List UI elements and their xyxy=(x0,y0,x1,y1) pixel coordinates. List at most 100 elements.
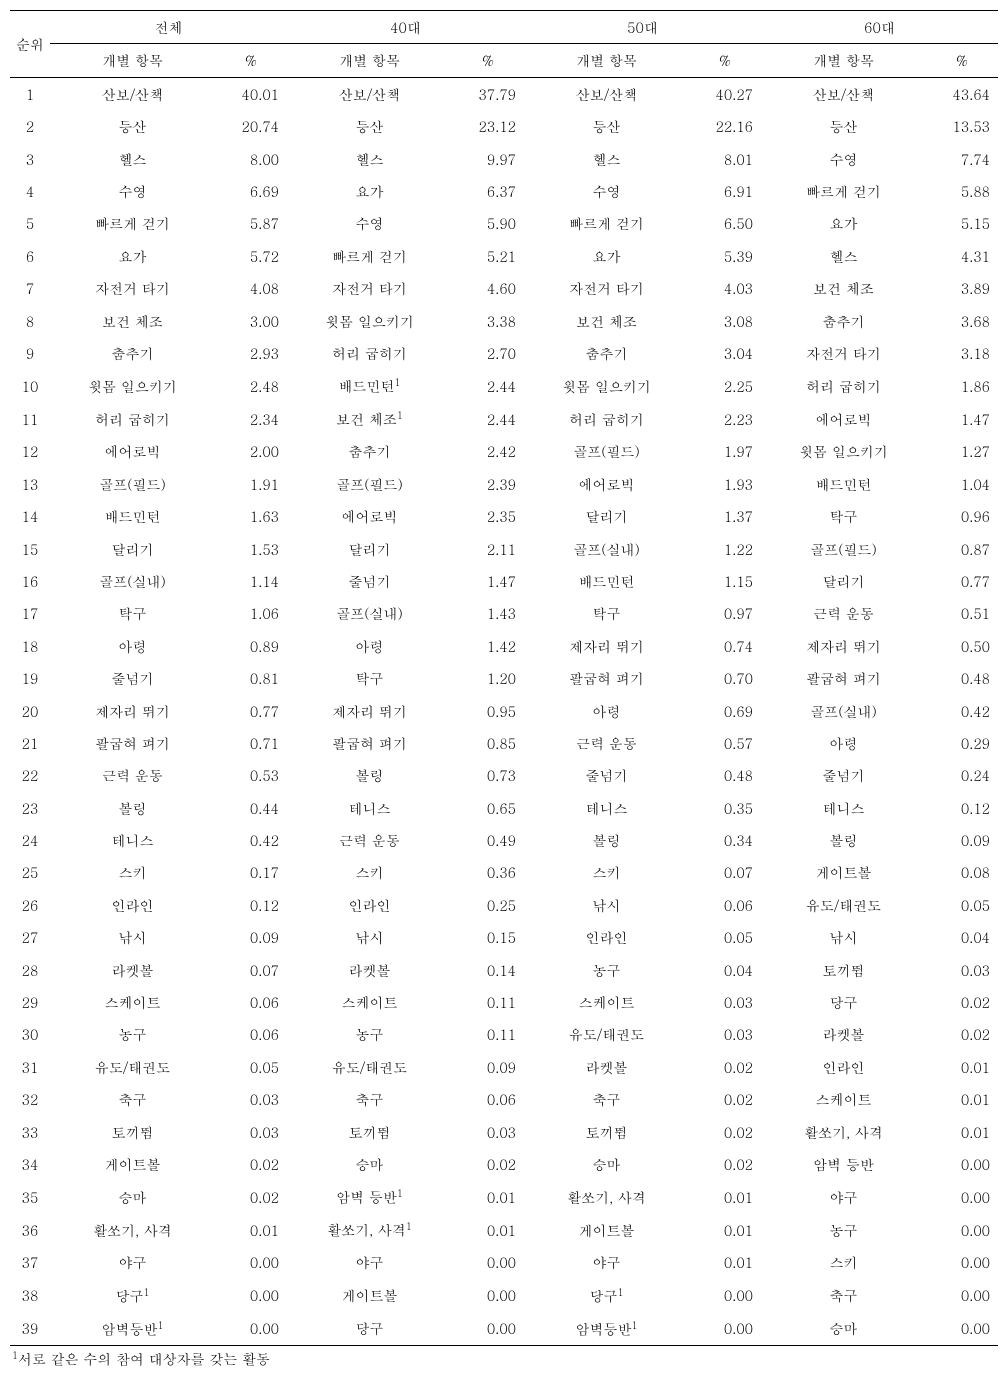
cell-pct: 0.08 xyxy=(926,856,998,888)
cell-item: 유도/태권도 xyxy=(761,889,926,921)
cell-item: 빠르게 걷기 xyxy=(524,207,689,239)
cell-pct: 0.87 xyxy=(926,533,998,565)
cell-pct: 0.35 xyxy=(689,792,761,824)
cell-item: 축구 xyxy=(761,1279,926,1312)
cell-item: 토끼뜀 xyxy=(524,1116,689,1148)
cell-pct: 0.12 xyxy=(215,889,287,921)
cell-rank: 15 xyxy=(10,533,50,565)
cell-rank: 13 xyxy=(10,468,50,500)
cell-rank: 29 xyxy=(10,986,50,1018)
cell-rank: 5 xyxy=(10,207,50,239)
cell-pct: 6.69 xyxy=(215,175,287,207)
cell-pct: 1.04 xyxy=(926,468,998,500)
cell-item: 보건 체조 xyxy=(50,305,215,337)
cell-pct: 9.97 xyxy=(452,143,524,175)
cell-pct: 0.73 xyxy=(452,759,524,791)
header-pct-2: % xyxy=(689,44,761,77)
cell-pct: 2.34 xyxy=(215,402,287,435)
cell-item: 제자리 뛰기 xyxy=(50,695,215,727)
cell-pct: 0.11 xyxy=(452,1018,524,1050)
cell-pct: 0.01 xyxy=(926,1083,998,1115)
cell-item: 팔굽혀 펴기 xyxy=(50,727,215,759)
header-group-50s: 50대 xyxy=(524,11,761,44)
cell-item: 근력 운동 xyxy=(287,824,452,856)
footnote-ref: 1 xyxy=(395,375,401,389)
cell-pct: 5.90 xyxy=(452,207,524,239)
cell-rank: 27 xyxy=(10,921,50,953)
cell-rank: 28 xyxy=(10,954,50,986)
cell-rank: 20 xyxy=(10,695,50,727)
table-row: 22근력 운동0.53볼링0.73줄넘기0.48줄넘기0.24 xyxy=(10,759,998,791)
cell-pct: 1.91 xyxy=(215,468,287,500)
cell-pct: 3.68 xyxy=(926,305,998,337)
cell-pct: 0.07 xyxy=(689,856,761,888)
cell-pct: 0.02 xyxy=(452,1148,524,1180)
cell-item: 자전거 타기 xyxy=(50,272,215,304)
cell-item: 축구 xyxy=(50,1083,215,1115)
cell-item: 줄넘기 xyxy=(524,759,689,791)
cell-pct: 0.71 xyxy=(215,727,287,759)
cell-pct: 2.11 xyxy=(452,533,524,565)
cell-pct: 0.00 xyxy=(689,1312,761,1346)
cell-item: 골프(실내) xyxy=(50,565,215,597)
cell-pct: 0.25 xyxy=(452,889,524,921)
cell-item: 테니스 xyxy=(761,792,926,824)
footnote-ref: 1 xyxy=(397,1186,403,1200)
cell-item: 암벽 등반1 xyxy=(287,1180,452,1213)
cell-item: 에어로빅 xyxy=(761,402,926,435)
cell-pct: 1.47 xyxy=(926,402,998,435)
cell-pct: 43.64 xyxy=(926,77,998,110)
footnote-ref: 1 xyxy=(406,1219,412,1233)
table-row: 7자전거 타기4.08자전거 타기4.60자전거 타기4.03보건 체조3.89 xyxy=(10,272,998,304)
cell-rank: 7 xyxy=(10,272,50,304)
cell-pct: 1.27 xyxy=(926,435,998,467)
table-row: 28라켓볼0.07라켓볼0.14농구0.04토끼뜀0.03 xyxy=(10,954,998,986)
cell-pct: 0.01 xyxy=(689,1246,761,1278)
cell-item: 게이트볼 xyxy=(524,1213,689,1246)
activity-ranking-table: 순위 전체 40대 50대 60대 개별 항목 % 개별 항목 % 개별 항목 … xyxy=(10,10,998,1346)
cell-item: 게이트볼 xyxy=(50,1148,215,1180)
cell-item: 골프(필드) xyxy=(761,533,926,565)
cell-item: 테니스 xyxy=(287,792,452,824)
cell-item: 야구 xyxy=(761,1180,926,1213)
cell-pct: 0.17 xyxy=(215,856,287,888)
footnote-ref: 1 xyxy=(397,408,403,422)
cell-pct: 1.20 xyxy=(452,662,524,694)
cell-item: 산보/산책 xyxy=(761,77,926,110)
footnote-ref: 1 xyxy=(632,1318,638,1332)
cell-item: 인라인 xyxy=(761,1051,926,1083)
cell-pct: 0.01 xyxy=(215,1213,287,1246)
table-row: 31유도/태권도0.05유도/태권도0.09라켓볼0.02인라인0.01 xyxy=(10,1051,998,1083)
cell-rank: 19 xyxy=(10,662,50,694)
cell-pct: 0.57 xyxy=(689,727,761,759)
header-item-0: 개별 항목 xyxy=(50,44,215,77)
cell-pct: 1.43 xyxy=(452,597,524,629)
cell-item: 테니스 xyxy=(524,792,689,824)
cell-pct: 0.04 xyxy=(926,921,998,953)
cell-pct: 3.38 xyxy=(452,305,524,337)
cell-item: 골프(필드) xyxy=(50,468,215,500)
cell-item: 요가 xyxy=(761,207,926,239)
cell-pct: 0.24 xyxy=(926,759,998,791)
cell-rank: 1 xyxy=(10,77,50,110)
cell-pct: 0.01 xyxy=(926,1116,998,1148)
cell-pct: 0.02 xyxy=(689,1148,761,1180)
table-row: 4수영6.69요가6.37수영6.91빠르게 걷기5.88 xyxy=(10,175,998,207)
table-row: 33토끼뜀0.03토끼뜀0.03토끼뜀0.02활쏘기, 사격0.01 xyxy=(10,1116,998,1148)
table-row: 9춤추기2.93허리 굽히기2.70춤추기3.04자전거 타기3.18 xyxy=(10,337,998,369)
cell-item: 토끼뜀 xyxy=(50,1116,215,1148)
cell-item: 윗몸 일으키기 xyxy=(524,369,689,402)
cell-item: 수영 xyxy=(761,143,926,175)
table-row: 1산보/산책40.01산보/산책37.79산보/산책40.27산보/산책43.6… xyxy=(10,77,998,110)
cell-item: 스키 xyxy=(761,1246,926,1278)
cell-item: 근력 운동 xyxy=(761,597,926,629)
cell-item: 골프(필드) xyxy=(524,435,689,467)
cell-rank: 17 xyxy=(10,597,50,629)
cell-item: 낚시 xyxy=(287,921,452,953)
cell-item: 빠르게 걷기 xyxy=(50,207,215,239)
cell-pct: 0.04 xyxy=(689,954,761,986)
cell-pct: 0.00 xyxy=(215,1246,287,1278)
cell-pct: 0.02 xyxy=(689,1083,761,1115)
table-row: 17탁구1.06골프(실내)1.43탁구0.97근력 운동0.51 xyxy=(10,597,998,629)
cell-pct: 2.39 xyxy=(452,468,524,500)
